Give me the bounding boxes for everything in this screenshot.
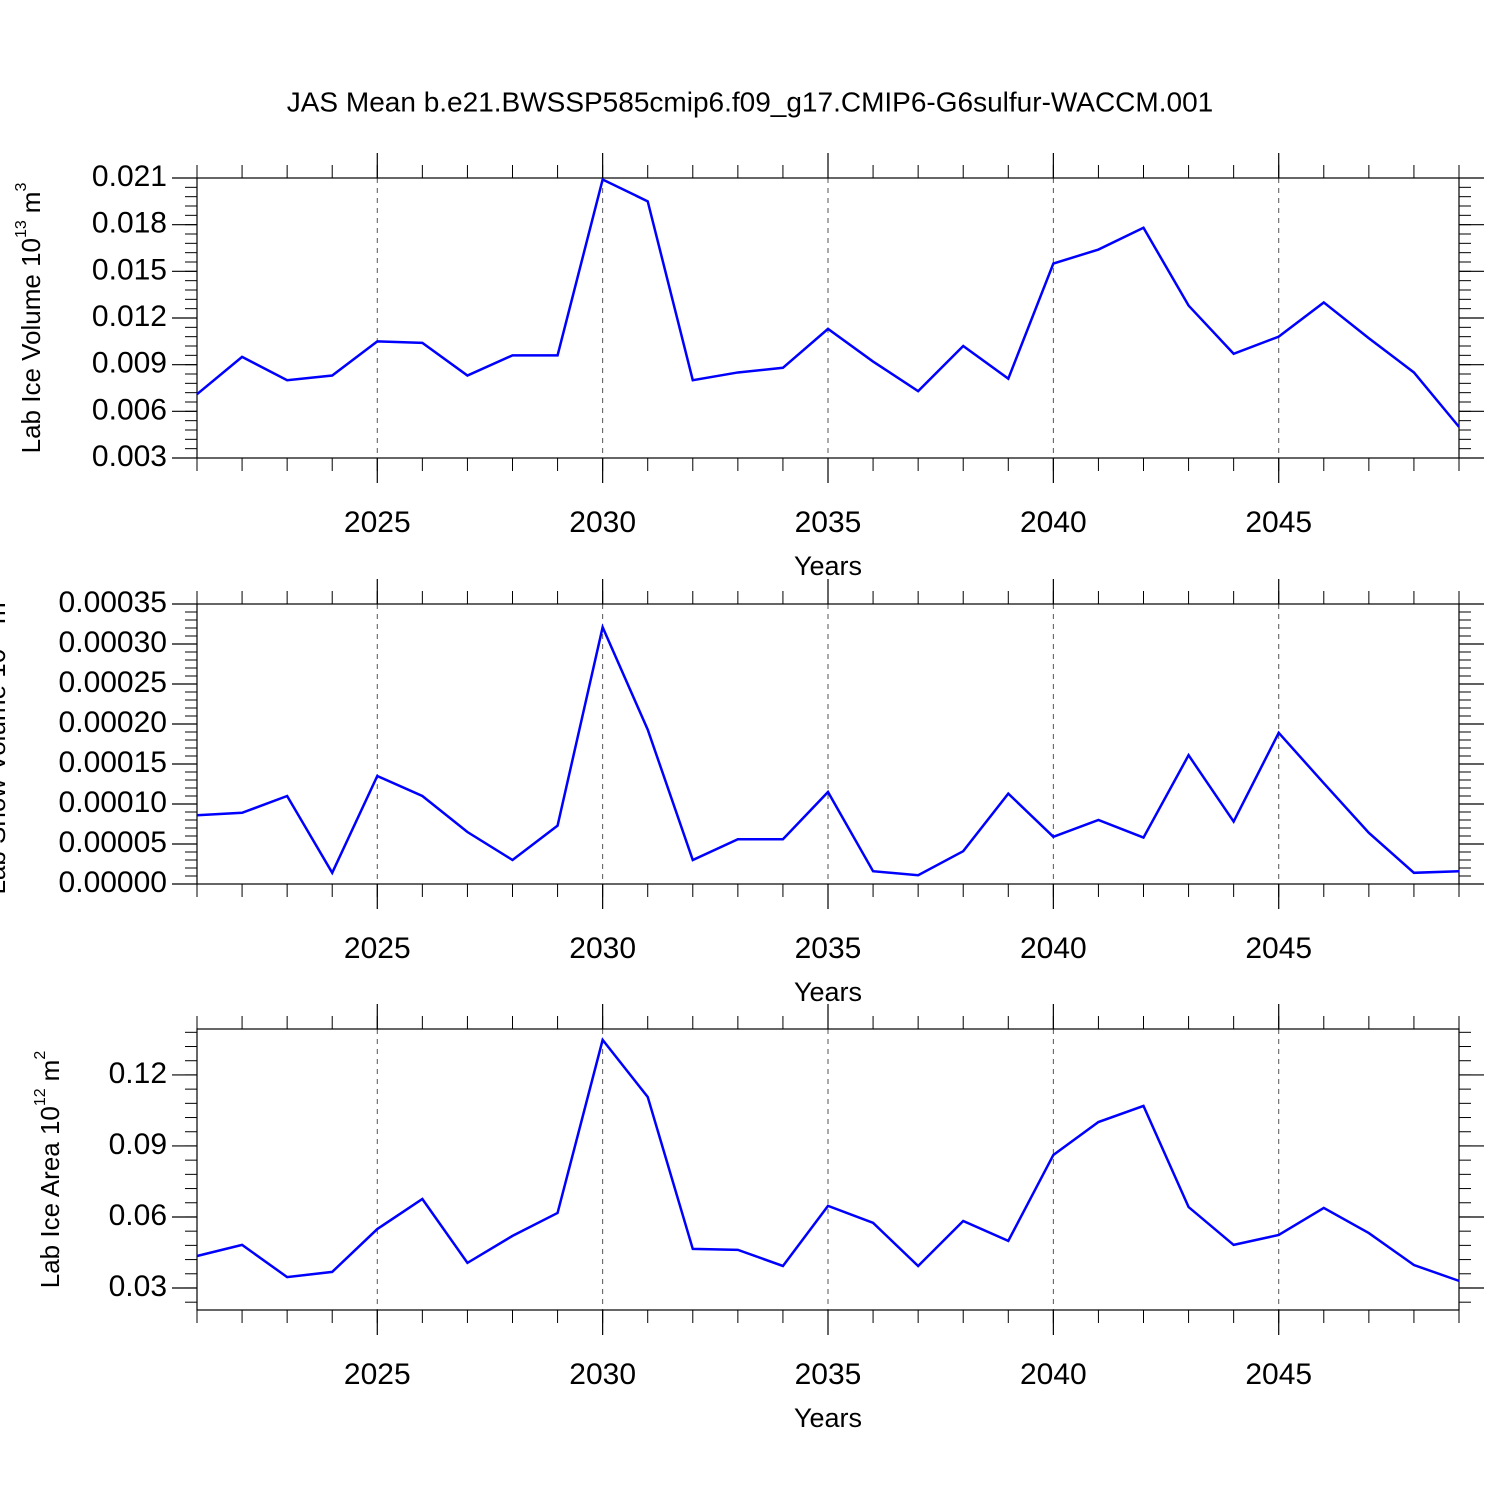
y-axis-label-text: Lab Snow Volume 10 [0,649,11,895]
x-tick-label: 2045 [1245,1358,1312,1391]
y-axis-label-unit-exp: 2 [32,1051,49,1060]
panel: 2025 2030 2035 2040 2045 0.03 0.06 0.09 0.12 Year… [32,1004,1484,1433]
plot-frame [196,603,1460,885]
x-tick-label: 2045 [1245,932,1312,965]
y-tick-label: 0.12 [109,1057,167,1090]
y-axis-label-unit: m [35,1060,65,1082]
y-tick-label: 0.00030 [59,626,167,659]
x-tick-label: 2040 [1020,506,1087,539]
y-axis-label-text: Lab Ice Area 10 [35,1106,65,1288]
y-tick-label: 0.09 [109,1128,167,1161]
y-tick-label: 0.06 [109,1199,167,1232]
panel: 2025 2030 2035 2040 2045 0.00000 0.00005 0.0001… [0,579,1484,1007]
x-tick-label: 2040 [1020,932,1087,965]
x-axis-label: Years [794,1403,862,1433]
x-tick-label: 2035 [795,506,862,539]
x-tick-label: 2030 [569,506,636,539]
data-line [196,623,1460,877]
y-tick-label: 0.003 [92,440,167,473]
x-tick-label: 2035 [795,932,862,965]
y-tick-label: 0.00000 [59,866,167,899]
panel: 2025 2030 2035 2040 2045 0.003 0.006 0.009 0.012… [13,153,1484,581]
y-tick-label: 0.00010 [59,786,167,819]
plot-frame [196,1028,1460,1311]
y-tick-label: 0.012 [92,300,167,333]
y-tick-label: 0.009 [92,347,167,380]
y-tick-label: 0.015 [92,253,167,286]
x-tick-label: 2025 [344,1358,411,1391]
y-axis-label-unit: m [16,192,46,214]
y-tick-label: 0.018 [92,207,167,240]
x-tick-label: 2030 [569,1358,636,1391]
x-tick-label: 2025 [344,932,411,965]
figure-title: JAS Mean b.e21.BWSSP585cmip6.f09_g17.CMI… [287,86,1213,117]
y-tick-label: 0.00005 [59,826,167,859]
y-tick-label: 0.00025 [59,666,167,699]
y-axis-label: Lab Snow Volume 1013m3 [0,593,11,894]
plot-frame [196,177,1460,459]
x-tick-label: 2025 [344,506,411,539]
y-axis-label-exp: 13 [13,220,30,238]
y-axis-label-unit-exp: 3 [13,183,30,192]
y-axis-label: Lab Ice Area 1012 m2 [32,1051,65,1289]
y-tick-label: 0.021 [92,160,167,193]
x-axis-label: Years [794,551,862,581]
x-tick-label: 2030 [569,932,636,965]
x-tick-label: 2035 [795,1358,862,1391]
y-tick-label: 0.00020 [59,706,167,739]
data-line [196,177,1460,428]
y-tick-label: 0.00015 [59,746,167,779]
y-tick-label: 0.006 [92,393,167,426]
y-tick-label: 0.03 [109,1270,167,1303]
x-tick-label: 2045 [1245,506,1312,539]
data-line [196,1037,1460,1283]
x-axis-label: Years [794,977,862,1007]
y-axis-label: Lab Ice Volume 1013 m3 [13,183,46,454]
y-axis-label-text: Lab Ice Volume 10 [16,238,46,453]
y-axis-label-unit: m [0,602,11,624]
y-tick-label: 0.00035 [59,586,167,619]
x-tick-label: 2040 [1020,1358,1087,1391]
y-axis-label-exp: 12 [32,1088,49,1106]
